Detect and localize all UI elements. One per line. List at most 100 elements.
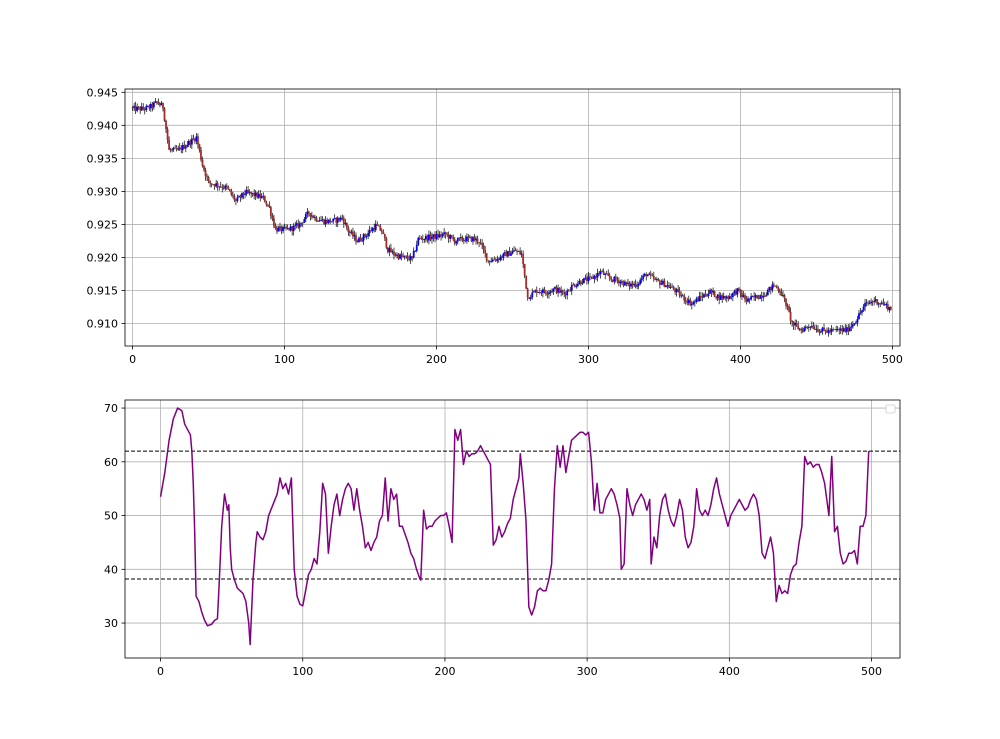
candle-body <box>268 205 271 208</box>
candle-body <box>367 233 370 237</box>
candle-body <box>551 291 553 292</box>
candle-body <box>412 250 415 258</box>
candle-body <box>490 261 493 263</box>
candle-body <box>608 275 611 279</box>
candlestick-x-tick-label: 200 <box>426 353 447 366</box>
candle-body <box>824 329 827 332</box>
candle-body <box>157 101 160 104</box>
candlestick-series <box>131 98 892 337</box>
oscillator-threshold-lines <box>125 450 900 580</box>
candle-body <box>499 256 502 260</box>
candle-body <box>371 228 374 232</box>
candle-body <box>238 196 240 198</box>
candlestick-x-axis: 0 100 200 300 400 500 <box>129 346 903 366</box>
candle-body <box>464 239 467 242</box>
candle-body <box>862 306 865 311</box>
oscillator-x-tick-label: 500 <box>861 665 882 678</box>
candle-body <box>569 290 572 292</box>
candle-body <box>345 222 348 228</box>
candle-body <box>288 227 291 231</box>
candle-body <box>519 251 521 255</box>
candle-body <box>883 304 886 305</box>
candle-body <box>488 260 491 263</box>
candle-body <box>482 245 485 250</box>
candle-body <box>681 295 684 297</box>
candle-body <box>707 293 710 297</box>
candle-body <box>428 234 430 241</box>
candle-body <box>541 289 544 293</box>
candle-body <box>233 195 236 201</box>
candle-body <box>500 256 503 258</box>
candle-body <box>400 254 403 257</box>
candle-body <box>390 247 392 253</box>
candle-body <box>660 283 663 285</box>
candle-body <box>643 273 646 276</box>
candle-body <box>662 280 664 284</box>
candle-body <box>649 273 652 276</box>
candle-body <box>868 303 871 304</box>
candle-body <box>461 237 464 241</box>
candle-body <box>282 227 284 232</box>
candle-body <box>850 326 853 328</box>
candle-body <box>722 295 725 299</box>
candle-body <box>835 329 838 330</box>
oscillator-y-tick-label: 70 <box>104 402 118 415</box>
candle-body <box>358 237 360 243</box>
candle-body <box>402 256 404 258</box>
candle-body <box>624 281 626 286</box>
candle-body <box>563 292 566 295</box>
candle-body <box>435 234 438 239</box>
candle-body <box>364 234 366 237</box>
candle-body <box>576 283 579 286</box>
candle-body <box>642 275 645 279</box>
candle-body <box>162 103 164 109</box>
candle-body <box>842 328 845 332</box>
candle-body <box>168 139 170 150</box>
oscillator-y-tick-label: 40 <box>104 563 118 576</box>
candle-body <box>327 219 330 223</box>
candle-body <box>236 197 239 201</box>
candle-body <box>455 241 458 244</box>
candle-body <box>491 259 494 262</box>
candle-body <box>484 249 487 254</box>
candle-body <box>874 299 877 302</box>
candle-body <box>450 235 453 238</box>
candle-body <box>295 223 298 226</box>
candle-body <box>452 237 455 240</box>
candle-body <box>599 271 602 275</box>
candle-body <box>152 102 155 108</box>
candle-body <box>335 217 338 223</box>
candle-body <box>508 251 511 256</box>
oscillator-line <box>159 407 870 646</box>
candle-body <box>879 303 882 305</box>
candle-body <box>174 147 177 149</box>
candle-body <box>877 303 880 305</box>
candle-body <box>462 239 465 241</box>
candle-body <box>693 301 696 303</box>
candle-body <box>859 312 862 314</box>
candle-body <box>669 287 672 288</box>
candle-body <box>379 225 382 231</box>
candle-body <box>815 328 818 330</box>
candle-body <box>841 328 844 332</box>
candle-body <box>616 279 619 281</box>
candle-body <box>627 282 629 284</box>
candle-body <box>386 247 389 253</box>
candle-body <box>394 255 397 257</box>
candle-body <box>277 227 280 232</box>
candle-body <box>751 296 754 298</box>
candle-body <box>538 292 541 293</box>
candle-body <box>848 327 851 332</box>
candlestick-x-tick-label: 400 <box>730 353 751 366</box>
candle-body <box>406 256 409 259</box>
candle-body <box>839 328 842 331</box>
candle-body <box>145 106 148 111</box>
candlestick-panel: 0 100 200 300 400 500 0.9100.9150.9200.9250.9… <box>87 86 903 366</box>
candle-body <box>314 217 316 219</box>
candle-body <box>273 218 275 227</box>
candle-body <box>154 101 157 103</box>
candle-body <box>297 223 300 228</box>
candle-body <box>318 220 321 222</box>
candle-body <box>545 292 547 294</box>
candle-body <box>680 295 683 297</box>
